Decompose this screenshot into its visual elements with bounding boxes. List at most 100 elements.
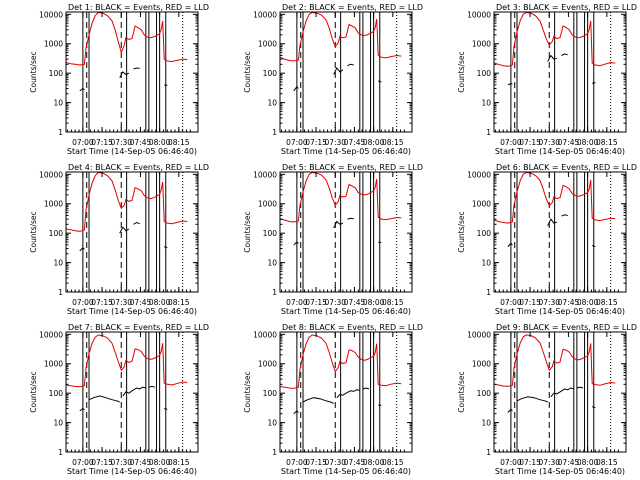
y-tick-label: 10000 [253, 330, 277, 339]
y-tick-label: 10000 [467, 330, 491, 339]
y-tick-label: 100 [477, 389, 492, 398]
events-line [347, 217, 354, 220]
events-line [122, 386, 146, 397]
y-axis-label: Counts/sec [29, 211, 38, 252]
events-line [333, 67, 344, 75]
x-tick-label: 07:45 [344, 458, 366, 467]
plot-frame [279, 171, 413, 293]
y-tick-label: 1000 [472, 200, 491, 209]
y-tick-label: 10000 [253, 10, 277, 19]
x-tick-label: 07:30 [538, 298, 560, 307]
y-tick-label: 1 [58, 288, 63, 297]
x-tick-label: 07:30 [324, 138, 346, 147]
y-tick-label: 1 [486, 448, 491, 457]
events-line [119, 226, 130, 234]
y-tick-label: 10 [53, 99, 63, 108]
plot-frame [279, 11, 413, 133]
events-line [79, 246, 85, 252]
lld-line [280, 334, 402, 389]
x-axis-label: Start Time (14-Sep-05 06:46:40) [281, 307, 411, 316]
events-line [547, 54, 558, 62]
plot-frame [65, 331, 199, 453]
y-tick-label: 1000 [258, 40, 277, 49]
x-tick-label: 08:00 [577, 458, 599, 467]
events-line [164, 408, 168, 410]
plot-frame [65, 11, 199, 133]
y-tick-label: 1000 [44, 200, 63, 209]
x-tick-label: 07:00 [500, 138, 522, 147]
lld-line [280, 172, 402, 223]
y-axis-label: Counts/sec [457, 211, 466, 252]
x-tick-label: 08:00 [149, 298, 171, 307]
y-axis-label: Counts/sec [243, 211, 252, 252]
x-axis-label: Start Time (14-Sep-05 06:46:40) [495, 147, 625, 156]
y-tick-label: 10 [53, 259, 63, 268]
x-tick-label: 07:45 [344, 298, 366, 307]
y-tick-label: 10 [53, 419, 63, 428]
y-tick-label: 1000 [472, 360, 491, 369]
events-line [362, 387, 370, 390]
x-tick-label: 08:00 [149, 458, 171, 467]
x-axis-label: Start Time (14-Sep-05 06:46:40) [67, 147, 197, 156]
y-tick-label: 100 [263, 389, 278, 398]
events-line [336, 389, 360, 399]
y-tick-label: 10000 [39, 330, 63, 339]
x-tick-label: 07:30 [110, 298, 132, 307]
events-line [592, 406, 596, 409]
x-tick-label: 08:15 [382, 138, 404, 147]
y-tick-label: 10000 [467, 170, 491, 179]
x-axis-label: Start Time (14-Sep-05 06:46:40) [281, 147, 411, 156]
events-line [550, 387, 574, 398]
y-tick-label: 10000 [467, 10, 491, 19]
events-line [293, 85, 299, 92]
x-tick-label: 07:00 [72, 458, 94, 467]
y-axis-label: Counts/sec [457, 51, 466, 92]
x-axis-label: Start Time (14-Sep-05 06:46:40) [67, 307, 197, 316]
y-tick-label: 1 [486, 128, 491, 137]
x-axis-label: Start Time (14-Sep-05 06:46:40) [281, 467, 411, 476]
panel-det-7: 1 10 100 1000 10000 07:0007:1507:3007:4508:00… [29, 323, 209, 476]
plot-area [494, 334, 616, 413]
y-tick-label: 100 [49, 69, 64, 78]
y-tick-label: 10 [267, 99, 277, 108]
panel-title: Det 1: BLACK = Events, RED = LLD [68, 3, 209, 12]
x-tick-label: 08:00 [363, 458, 385, 467]
panel-det-5: 1 10 100 1000 10000 07:0007:1507:3007:4508:00… [243, 163, 423, 316]
events-line [79, 87, 85, 92]
events-line [547, 218, 558, 226]
panel-det-8: 1 10 100 1000 10000 07:0007:1507:3007:4508:00… [243, 323, 423, 476]
panel-title: Det 4: BLACK = Events, RED = LLD [68, 163, 209, 172]
lld-line [494, 12, 616, 67]
plot-area [280, 12, 402, 92]
y-tick-label: 100 [263, 69, 278, 78]
x-tick-label: 08:15 [382, 298, 404, 307]
x-tick-label: 07:45 [130, 458, 152, 467]
x-tick-label: 07:30 [110, 458, 132, 467]
plot-frame [493, 11, 627, 133]
x-tick-label: 07:15 [91, 458, 113, 467]
x-tick-label: 07:45 [558, 458, 580, 467]
events-line [293, 241, 299, 246]
lld-line [280, 12, 402, 62]
x-tick-label: 08:15 [168, 298, 190, 307]
x-tick-label: 07:30 [324, 458, 346, 467]
y-axis-label: Counts/sec [243, 371, 252, 412]
x-tick-label: 07:30 [538, 458, 560, 467]
y-tick-label: 10000 [39, 10, 63, 19]
x-tick-label: 07:00 [500, 298, 522, 307]
y-tick-label: 10000 [253, 170, 277, 179]
panel-title: Det 6: BLACK = Events, RED = LLD [496, 163, 637, 172]
x-tick-label: 07:15 [519, 138, 541, 147]
y-tick-label: 100 [49, 229, 64, 238]
x-tick-label: 07:45 [558, 298, 580, 307]
events-line [119, 71, 130, 78]
x-tick-label: 08:00 [149, 138, 171, 147]
y-tick-label: 10 [481, 99, 491, 108]
y-tick-label: 10000 [39, 170, 63, 179]
y-tick-label: 10 [481, 419, 491, 428]
panel-title: Det 8: BLACK = Events, RED = LLD [282, 323, 423, 332]
events-line [516, 396, 548, 403]
events-line [378, 241, 382, 243]
panel-title: Det 3: BLACK = Events, RED = LLD [496, 3, 637, 12]
events-line [88, 395, 120, 403]
